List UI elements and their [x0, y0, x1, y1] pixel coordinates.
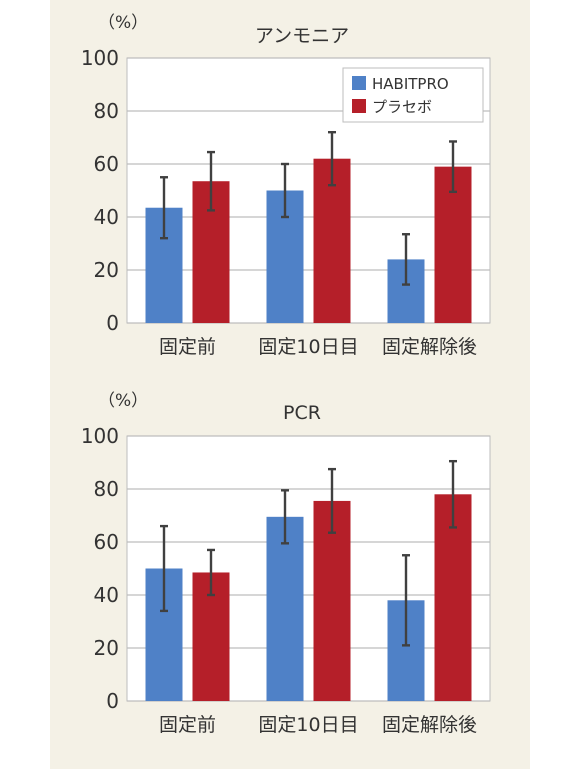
y-tick-label: 40 — [94, 583, 119, 607]
y-tick-label: 80 — [94, 477, 119, 501]
x-tick-label: 固定解除後 — [382, 336, 477, 358]
plot-area — [126, 435, 491, 702]
y-tick-label: 60 — [94, 530, 119, 554]
y-tick-label: 100 — [81, 424, 119, 448]
chart-ammonia: （%） アンモニア 0 20 40 60 80 100 固定前 固定10日目 固定解除後 HA… — [81, 13, 491, 358]
y-tick-label: 20 — [94, 636, 119, 660]
y-tick-label: 20 — [94, 258, 119, 282]
bar-habitpro — [266, 516, 304, 701]
x-tick-label: 固定10日目 — [258, 336, 358, 358]
bar-placebo — [434, 494, 472, 701]
x-tick-label: 固定前 — [159, 336, 216, 358]
bar-placebo — [313, 500, 351, 701]
legend-box — [342, 67, 484, 123]
y-unit-label: （%） — [98, 391, 148, 411]
x-tick-label: 固定前 — [159, 714, 216, 736]
chart-pcr: （%） PCR 0 20 40 60 80 100 固定前 固定10日目 固定解除後 — [81, 391, 491, 736]
y-tick-label: 80 — [94, 99, 119, 123]
legend: HABITPRO プラセボ — [342, 67, 484, 123]
y-tick-label: 40 — [94, 205, 119, 229]
y-tick-label: 0 — [106, 311, 119, 335]
y-tick-label: 0 — [106, 689, 119, 713]
x-tick-label: 固定解除後 — [382, 714, 477, 736]
legend-swatch-placebo — [352, 99, 366, 113]
legend-label-habitpro: HABITPRO — [372, 75, 449, 93]
y-tick-label: 100 — [81, 46, 119, 70]
y-unit-label: （%） — [98, 13, 148, 33]
chart-title: アンモニア — [255, 25, 349, 47]
legend-swatch-habitpro — [352, 76, 366, 90]
chart-title: PCR — [283, 402, 321, 424]
legend-label-placebo: プラセボ — [372, 98, 432, 116]
y-tick-label: 60 — [94, 152, 119, 176]
x-tick-label: 固定10日目 — [258, 714, 358, 736]
